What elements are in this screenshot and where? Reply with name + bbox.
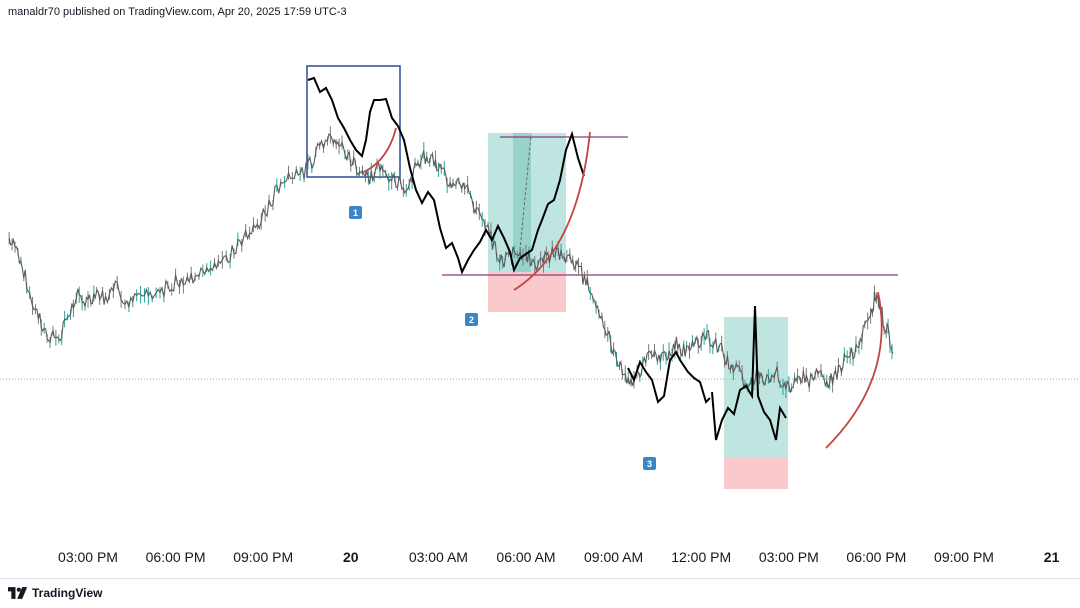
x-tick-label: 12:00 PM [671,549,731,565]
dashed-projection [519,134,532,251]
x-tick-label: 06:00 PM [146,549,206,565]
marker-3[interactable]: 3 [643,457,656,470]
price-line [8,133,894,393]
price-chart[interactable]: 1 2 3 03:00 PM 06:00 PM 09:00 PM 20 03:00 AM… [0,0,1080,578]
ghost-projection-3 [711,305,787,441]
pattern-box[interactable] [306,65,401,178]
x-tick-label: 06:00 PM [846,549,906,565]
x-tick-label: 09:00 AM [584,549,643,565]
x-tick-label: 03:00 AM [409,549,468,565]
footer: TradingView [8,586,102,600]
time-axis: 03:00 PM 06:00 PM 09:00 PM 20 03:00 AM 06:00 … [58,549,1060,565]
marker-1[interactable]: 1 [349,206,362,219]
marker-2[interactable]: 2 [465,313,478,326]
x-tick-label: 21 [1044,549,1060,565]
x-tick-label: 09:00 PM [233,549,293,565]
x-tick-label: 03:00 PM [58,549,118,565]
x-tick-label: 20 [343,549,359,565]
tradingview-logo-icon [8,587,28,599]
svg-text:1: 1 [353,208,358,218]
curve-3[interactable] [825,291,883,449]
ghost-projection-1 [307,76,399,158]
loss-zone-1[interactable] [488,272,566,312]
ghost-projection-3b [627,350,711,404]
ghost-projection-2 [397,125,585,275]
svg-text:3: 3 [647,459,652,469]
svg-text:2: 2 [469,315,474,325]
loss-zone-2[interactable] [724,458,788,489]
curve-1[interactable] [363,127,397,173]
curve-2[interactable] [513,131,591,291]
publisher-line: manaldr70 published on TradingView.com, … [8,6,347,18]
profit-zone-1-inner [513,133,531,272]
price-series [8,126,894,399]
footer-brand: TradingView [32,586,103,600]
footer-divider [0,578,1080,579]
x-tick-label: 09:00 PM [934,549,994,565]
x-tick-label: 03:00 PM [759,549,819,565]
x-tick-label: 06:00 AM [496,549,555,565]
